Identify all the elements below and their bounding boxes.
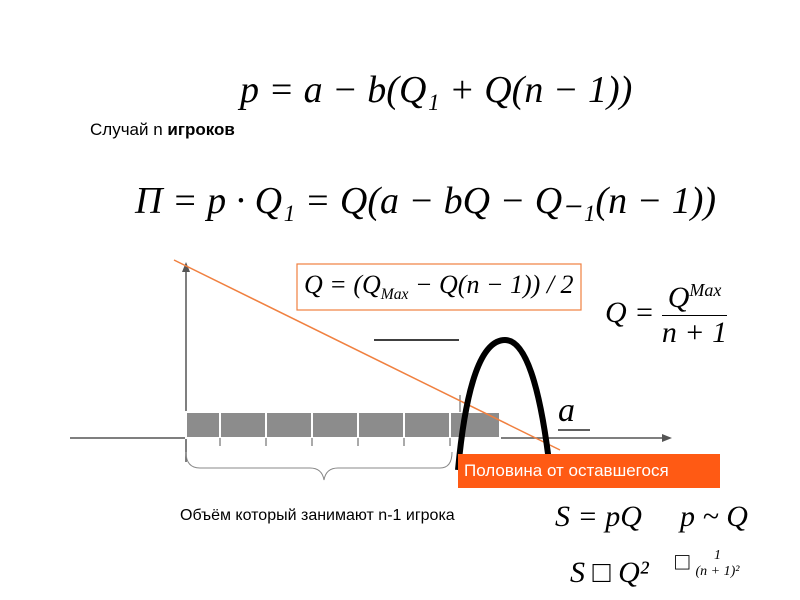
caption: Случай n игроков xyxy=(90,120,235,140)
numerator: QMax xyxy=(662,280,727,315)
formula: Q = QMax n + 1 xyxy=(605,280,728,350)
ticks xyxy=(219,395,461,446)
symbol: a xyxy=(558,392,575,429)
demand-line xyxy=(173,259,561,451)
brace xyxy=(185,451,453,481)
formula: p ~ Q xyxy=(680,500,748,533)
volume-label: Объём который занимают n-1 игрока xyxy=(180,507,455,524)
numerator-part: Q xyxy=(667,281,690,314)
numerator-sup: Max xyxy=(689,280,722,300)
formula-part: Q = (Q xyxy=(304,270,381,299)
numerator: 1 xyxy=(713,548,721,563)
caption-bold: игроков xyxy=(167,120,235,139)
half-label: Половина от оставшегося xyxy=(458,454,720,488)
formula: □ 1 (n + 1)² xyxy=(675,548,739,580)
occupied-bars xyxy=(185,411,501,439)
fraction: QMax n + 1 xyxy=(661,280,728,350)
denominator: n + 1 xyxy=(661,315,728,349)
profit-curve xyxy=(455,336,553,471)
denominator: (n + 1)² xyxy=(695,564,740,579)
formula: S □ Q² xyxy=(570,556,649,589)
formula: S = pQ xyxy=(555,500,642,533)
formula-sub: Max xyxy=(380,286,409,304)
formula-frame xyxy=(296,263,582,311)
formula-part: − Q(n − 1)) / 2 xyxy=(408,270,574,299)
formula: Π = p · Q₁ = Q(a − bQ − Q₋₁(n − 1)) xyxy=(135,180,717,222)
caption-text: Случай n xyxy=(90,120,163,139)
formula: Q = (QMax − Q(n − 1)) / 2 xyxy=(304,270,574,304)
formula-part: □ xyxy=(675,549,690,576)
formula-part: Q = xyxy=(605,295,655,329)
formula: p = a − b(Q₁ + Q(n − 1)) xyxy=(240,69,633,111)
y-arrow xyxy=(182,262,190,272)
fraction: 1 (n + 1)² xyxy=(696,548,740,580)
x-arrow xyxy=(662,434,672,442)
